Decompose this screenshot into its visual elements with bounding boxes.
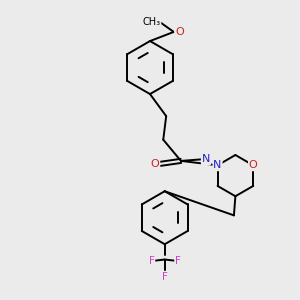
Text: F: F: [175, 256, 181, 266]
Text: O: O: [151, 159, 159, 169]
Text: F: F: [148, 256, 154, 266]
Text: O: O: [249, 160, 258, 170]
Text: N: N: [202, 154, 210, 164]
Text: O: O: [175, 27, 184, 37]
Text: N: N: [213, 160, 222, 170]
Text: F: F: [162, 272, 168, 282]
Text: CH₃: CH₃: [142, 17, 160, 27]
